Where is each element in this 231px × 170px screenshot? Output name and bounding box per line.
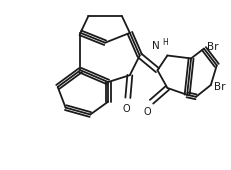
Text: O: O (143, 107, 151, 117)
Text: Br: Br (206, 42, 217, 52)
Text: O: O (122, 104, 129, 114)
Text: N: N (151, 41, 159, 50)
Text: Br: Br (213, 82, 224, 92)
Text: H: H (162, 38, 167, 47)
